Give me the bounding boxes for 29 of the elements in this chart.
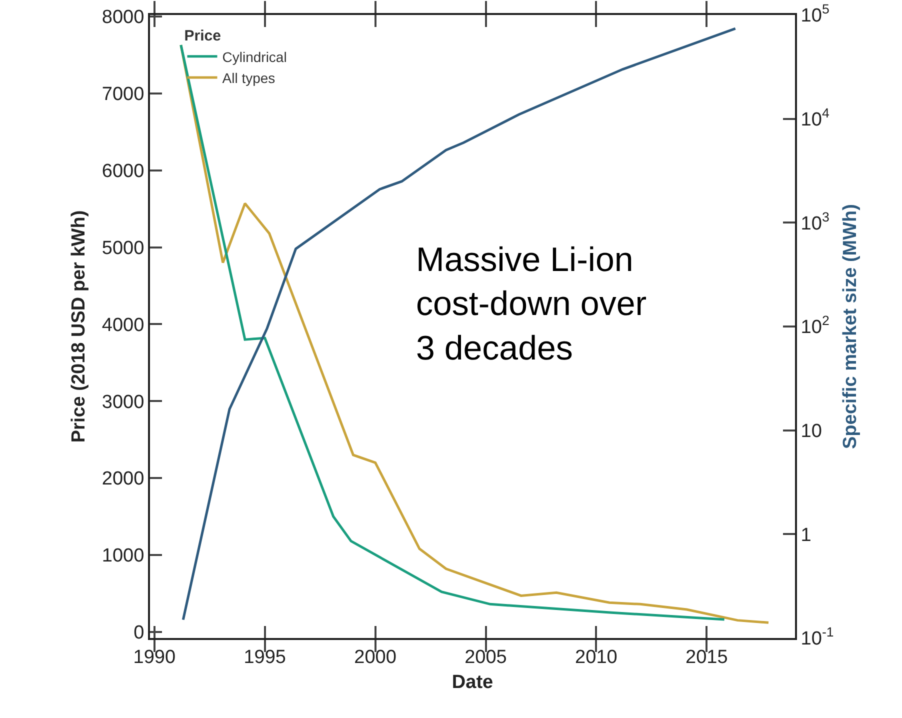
y2-tick-label: 10$^{2}$ — [800, 313, 830, 338]
y2-tick-label: 1 — [800, 524, 812, 546]
x-tick-label: 1995 — [244, 646, 286, 668]
y-tick-label: 7000 — [102, 84, 144, 106]
y-tick-label: 8000 — [102, 7, 144, 28]
y-tick-label: 0 — [134, 622, 144, 644]
y2-axis-title: Specific market size (MWh) — [840, 204, 862, 449]
x-axis-title: Date — [452, 672, 494, 694]
y-tick-label: 2000 — [102, 468, 144, 490]
legend-title: Price — [184, 28, 221, 45]
y-tick-label: 5000 — [102, 238, 144, 259]
y-tick-label: 6000 — [102, 161, 144, 182]
annotation: Massive Li-ion cost-down over 3 decades — [416, 241, 647, 368]
legend-label: Cylindrical — [222, 48, 287, 65]
y2-tick-label: 10$^{5}$ — [800, 2, 830, 27]
x-tick-label: 2015 — [686, 646, 728, 668]
y2-tick-label: 10 — [800, 420, 822, 442]
y-tick-label: 4000 — [102, 314, 144, 336]
y2-tick-label: 10$^{4}$ — [800, 106, 830, 130]
x-tick-label: 2000 — [354, 646, 396, 668]
legend-label: All types — [222, 70, 276, 86]
y-tick-label: 3000 — [102, 392, 144, 413]
y-axis-title: Price (2018 USD per kWh) — [68, 210, 90, 443]
x-tick-label: 2010 — [575, 646, 618, 668]
y-tick-label: 1000 — [102, 546, 144, 567]
y2-tick-label: 10$^{3}$ — [800, 209, 830, 234]
x-tick-label: 1990 — [133, 646, 176, 668]
y2-tick-label: 10$^{-1}$ — [800, 624, 834, 650]
x-tick-label: 2005 — [464, 646, 507, 668]
